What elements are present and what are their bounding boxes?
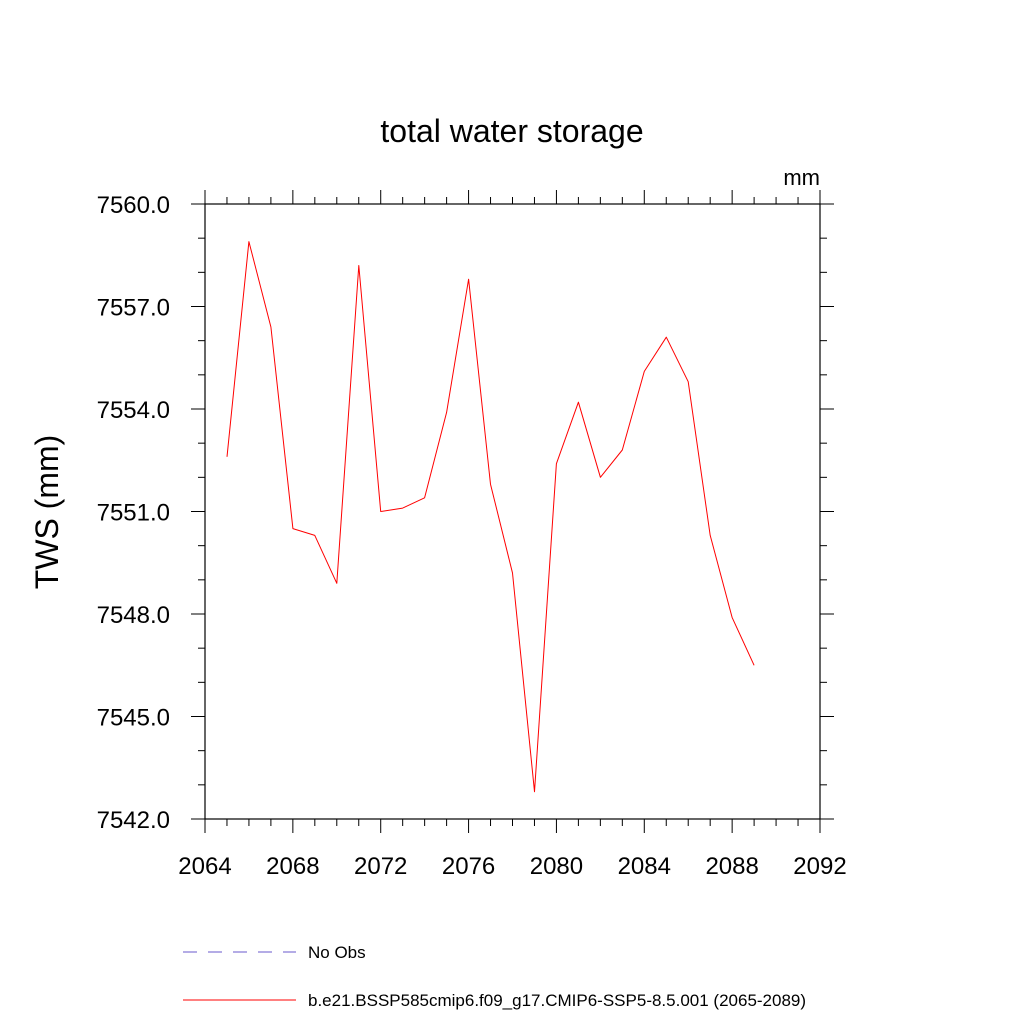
- x-tick-label: 2068: [266, 853, 319, 880]
- y-tick-label: 7551.0: [97, 500, 170, 527]
- series-line: [226, 241, 755, 793]
- x-tick-label: 2072: [354, 853, 407, 880]
- legend-label: b.e21.BSSP585cmip6.f09_g17.CMIP6-SSP5-8.…: [308, 991, 806, 1010]
- y-tick-label: 7548.0: [97, 602, 170, 629]
- x-tick-label: 2092: [793, 853, 846, 880]
- y-tick-label: 7560.0: [97, 192, 170, 219]
- y-tick-label: 7542.0: [97, 807, 170, 834]
- x-tick-label: 2084: [618, 853, 671, 880]
- units-label: mm: [783, 165, 820, 190]
- legend: No Obs b.e21.BSSP585cmip6.f09_g17.CMIP6-S…: [183, 943, 806, 1010]
- x-tick-label: 2088: [705, 853, 758, 880]
- y-axis-label: TWS (mm): [29, 435, 65, 590]
- y-tick-labels: 7542.0 7545.0 7548.0 7551.0 7554.0 7557.0 7560…: [97, 192, 170, 834]
- series-lines: [226, 241, 755, 793]
- x-tick-label: 2064: [178, 853, 231, 880]
- x-tick-labels: 2064 2068 2072 2076 2080 2084 2088 2092: [178, 853, 846, 880]
- legend-label: No Obs: [308, 943, 366, 962]
- y-tick-label: 7557.0: [97, 295, 170, 322]
- y-tick-label: 7554.0: [97, 397, 170, 424]
- x-tick-label: 2076: [442, 853, 495, 880]
- x-tick-label: 2080: [530, 853, 583, 880]
- chart-title: total water storage: [380, 113, 643, 149]
- axis-ticks: [191, 190, 834, 833]
- y-tick-label: 7545.0: [97, 705, 170, 732]
- plot-frame: [204, 203, 821, 820]
